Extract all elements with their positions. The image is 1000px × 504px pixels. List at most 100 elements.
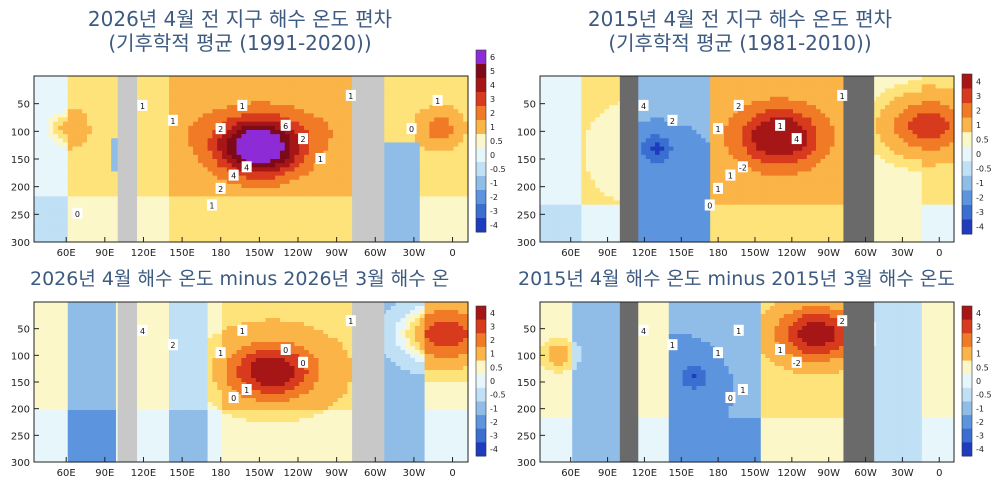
field-cell xyxy=(659,138,665,143)
field-cell xyxy=(590,146,596,152)
field-cell xyxy=(668,80,674,85)
field-cell xyxy=(347,196,353,202)
field-cell xyxy=(337,175,344,181)
field-cell xyxy=(270,109,276,114)
field-cell xyxy=(202,146,209,152)
field-cell xyxy=(576,138,582,143)
field-cell xyxy=(106,204,112,210)
field-cell xyxy=(169,208,175,214)
field-cell xyxy=(236,150,242,156)
field-cell xyxy=(443,196,450,202)
x-tick-label: 150W xyxy=(245,248,274,259)
field-cell xyxy=(226,76,233,81)
field-cell xyxy=(226,96,233,102)
field-cell xyxy=(429,188,435,193)
field-cell xyxy=(650,109,656,114)
field-cell xyxy=(453,167,459,173)
field-cell xyxy=(400,229,406,235)
field-cell xyxy=(429,76,435,81)
field-cell xyxy=(48,150,54,156)
y-tick-label: 100 xyxy=(11,127,30,138)
field-cell xyxy=(386,76,392,81)
field-cell xyxy=(231,200,238,206)
field-cell xyxy=(77,92,83,98)
field-cell xyxy=(673,237,679,243)
field-cell xyxy=(429,113,435,119)
field-cell xyxy=(609,229,615,235)
field-cell xyxy=(563,150,569,156)
field-cell xyxy=(609,109,615,114)
field-cell xyxy=(563,105,569,110)
field-cell xyxy=(62,76,69,81)
field-cell xyxy=(572,134,578,139)
field-cell xyxy=(101,100,107,106)
field-cell xyxy=(678,225,684,231)
field-cell xyxy=(289,233,295,239)
field-cell xyxy=(613,163,619,168)
field-cell xyxy=(410,80,416,85)
field-cell xyxy=(260,154,267,160)
field-cell xyxy=(169,109,175,114)
field-cell xyxy=(553,138,559,143)
field-cell xyxy=(217,233,223,239)
field-cell xyxy=(72,125,78,131)
field-cell xyxy=(304,142,310,148)
field-cell xyxy=(202,192,209,197)
field-cell xyxy=(673,100,679,106)
field-cell xyxy=(342,134,349,139)
field-cell xyxy=(53,113,59,119)
field-cell xyxy=(599,150,605,156)
field-cell xyxy=(241,129,247,135)
field-cell xyxy=(111,159,117,164)
field-cell xyxy=(212,212,218,218)
field-cell xyxy=(197,192,204,197)
field-cell xyxy=(58,88,64,94)
field-cell xyxy=(581,100,587,106)
field-cell xyxy=(572,121,578,127)
field-cell xyxy=(173,159,180,164)
field-cell xyxy=(609,150,615,156)
field-cell xyxy=(173,80,180,85)
field-cell xyxy=(53,150,59,156)
field-cell xyxy=(636,183,642,189)
field-cell xyxy=(553,159,559,164)
field-cell xyxy=(458,129,464,135)
field-cell xyxy=(299,221,305,226)
field-cell xyxy=(655,179,661,185)
field-cell xyxy=(106,100,112,106)
field-cell xyxy=(419,163,426,168)
field-cell xyxy=(169,105,175,110)
field-cell xyxy=(558,88,564,94)
field-cell xyxy=(265,88,271,94)
field-cell xyxy=(668,125,674,131)
field-cell xyxy=(323,154,329,160)
field-cell xyxy=(275,175,281,181)
field-cell xyxy=(668,179,674,185)
field-cell xyxy=(650,84,656,90)
field-cell xyxy=(540,188,546,193)
field-cell xyxy=(58,167,64,173)
field-cell xyxy=(313,221,320,226)
field-cell xyxy=(275,134,281,139)
field-cell xyxy=(400,175,406,181)
field-cell xyxy=(217,221,223,226)
field-cell xyxy=(595,125,601,131)
field-cell xyxy=(567,175,573,181)
field-cell xyxy=(668,208,674,214)
field-cell xyxy=(576,208,582,214)
field-cell xyxy=(318,121,324,127)
field-cell xyxy=(236,200,242,206)
field-cell xyxy=(673,212,679,218)
field-cell xyxy=(558,100,564,106)
field-cell xyxy=(140,92,146,98)
field-cell xyxy=(91,117,98,123)
field-cell xyxy=(255,233,262,239)
field-cell xyxy=(405,109,411,114)
field-cell xyxy=(414,233,421,239)
field-cell xyxy=(96,217,103,222)
field-cell xyxy=(308,150,315,156)
field-cell xyxy=(294,113,300,119)
field-cell xyxy=(87,233,93,239)
field-cell xyxy=(294,125,300,131)
field-cell xyxy=(169,175,175,181)
